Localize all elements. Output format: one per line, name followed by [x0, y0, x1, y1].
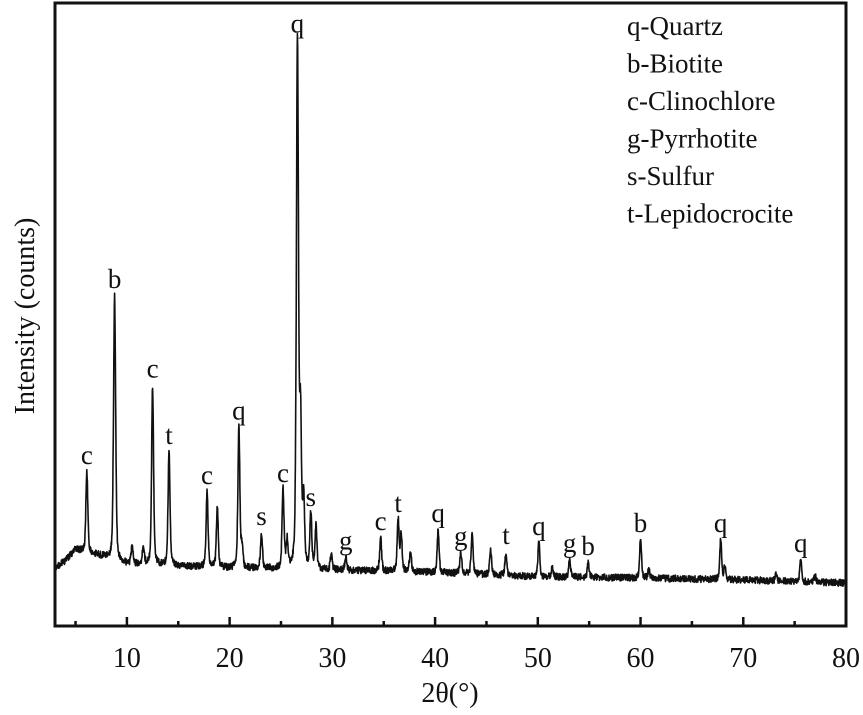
peak-label: s: [306, 482, 317, 512]
peak-label: q: [431, 498, 445, 528]
peak-label: q: [714, 508, 728, 538]
peak-label: g: [454, 521, 468, 551]
peak-label: t: [502, 520, 510, 550]
peak-label: c: [277, 458, 289, 488]
peak-label: c: [81, 440, 93, 470]
plot-frame: [53, 1, 848, 628]
x-tick-label: 20: [216, 643, 244, 674]
peak-label: c: [201, 460, 213, 490]
peak-label: s: [256, 501, 267, 531]
legend-entry: q-Quartz: [627, 11, 723, 41]
peak-label: t: [165, 420, 173, 450]
peak-label: q: [232, 395, 246, 425]
x-axis-label: 2θ(°): [421, 678, 478, 709]
x-tick-label: 80: [832, 643, 860, 674]
legend-entry: b-Biotite: [627, 49, 723, 79]
peak-label: c: [147, 354, 159, 384]
x-tick-label: 10: [113, 643, 141, 674]
legend-entry: g-Pyrrhotite: [627, 124, 757, 154]
legend: q-Quartz b-Biotite c-Clinochlore g-Pyrrhoti…: [627, 11, 793, 229]
x-tick-label: 40: [421, 643, 449, 674]
peak-label: t: [394, 488, 402, 518]
peak-label: q: [794, 528, 808, 558]
peak-label: g: [563, 528, 577, 558]
peak-label: q: [532, 511, 546, 541]
peak-label: q: [291, 8, 305, 38]
peak-label: g: [339, 525, 353, 555]
peak-label: b: [634, 508, 648, 538]
y-axis-label: Intensity (counts): [10, 218, 41, 415]
x-tick-label: 30: [318, 643, 346, 674]
xrd-pattern-line: [54, 32, 847, 588]
x-tick-label: 50: [524, 643, 552, 674]
peak-label: b: [108, 264, 122, 294]
legend-entry: s-Sulfur: [627, 161, 714, 191]
x-tick-label: 60: [627, 643, 655, 674]
x-tick-label: 70: [729, 643, 757, 674]
legend-entry: c-Clinochlore: [627, 86, 775, 116]
peak-label: c: [375, 506, 387, 536]
peak-label: b: [581, 531, 595, 561]
legend-entry: t-Lepidocrocite: [627, 199, 793, 229]
